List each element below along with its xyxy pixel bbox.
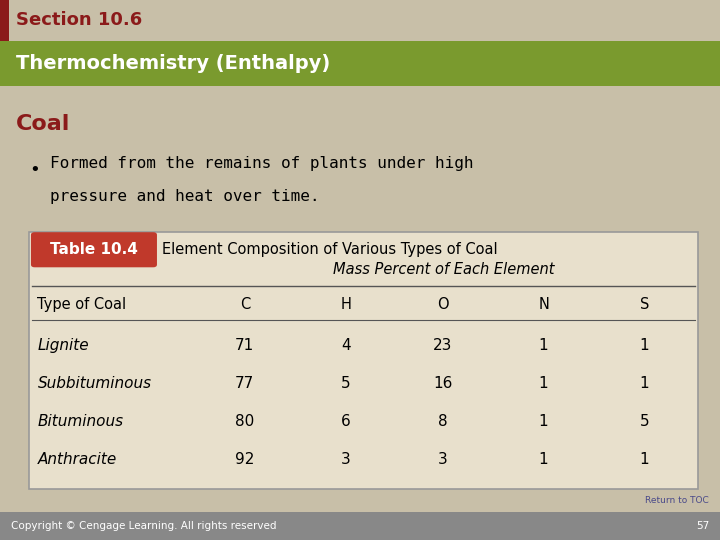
Text: Formed from the remains of plants under high: Formed from the remains of plants under … [50,156,474,171]
Text: Mass Percent of Each Element: Mass Percent of Each Element [333,262,554,278]
Text: C: C [240,296,250,312]
Text: 92: 92 [235,451,254,467]
FancyBboxPatch shape [31,232,157,267]
Text: 8: 8 [438,414,448,429]
Text: Type of Coal: Type of Coal [37,296,127,312]
Text: 1: 1 [639,451,649,467]
Text: Bituminous: Bituminous [37,414,124,429]
Text: N: N [538,296,549,312]
Text: O: O [437,296,449,312]
Text: 3: 3 [438,451,448,467]
FancyBboxPatch shape [0,40,720,86]
Text: pressure and heat over time.: pressure and heat over time. [50,188,320,204]
Text: 5: 5 [639,414,649,429]
Text: •: • [29,161,40,179]
Text: 1: 1 [539,376,549,391]
Text: Element Composition of Various Types of Coal: Element Composition of Various Types of … [162,242,498,257]
Text: Lignite: Lignite [37,338,89,353]
Text: 5: 5 [341,376,351,391]
FancyBboxPatch shape [29,232,698,489]
Text: 1: 1 [539,338,549,353]
Text: H: H [340,296,351,312]
Text: 16: 16 [433,376,452,391]
Text: Anthracite: Anthracite [37,451,117,467]
FancyBboxPatch shape [0,0,9,40]
Text: Coal: Coal [16,114,71,134]
Text: Thermochemistry (Enthalpy): Thermochemistry (Enthalpy) [16,54,330,73]
Text: Subbituminous: Subbituminous [37,376,152,391]
FancyBboxPatch shape [0,512,720,540]
Text: 77: 77 [235,376,254,391]
Text: 1: 1 [639,376,649,391]
Text: 6: 6 [341,414,351,429]
Text: 3: 3 [341,451,351,467]
Text: 57: 57 [696,521,709,531]
Text: 23: 23 [433,338,452,353]
Text: 1: 1 [639,338,649,353]
Text: 71: 71 [235,338,254,353]
Text: 1: 1 [539,414,549,429]
Text: 1: 1 [539,451,549,467]
Text: S: S [639,296,649,312]
Text: Return to TOC: Return to TOC [645,496,709,505]
Text: Table 10.4: Table 10.4 [50,242,138,257]
Text: 80: 80 [235,414,254,429]
Text: 4: 4 [341,338,351,353]
Text: Copyright © Cengage Learning. All rights reserved: Copyright © Cengage Learning. All rights… [11,521,276,531]
Text: Section 10.6: Section 10.6 [16,11,142,29]
